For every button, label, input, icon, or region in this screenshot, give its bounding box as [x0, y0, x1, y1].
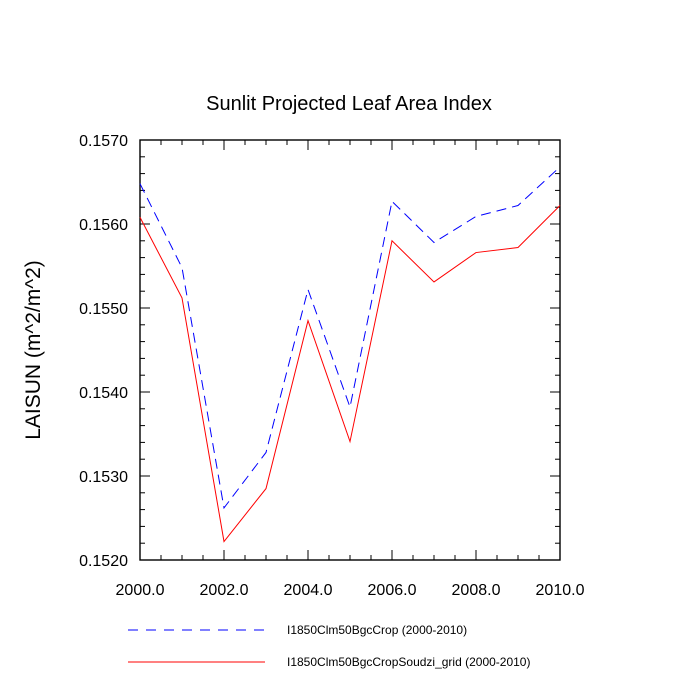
- x-tick-label: 2008.0: [452, 582, 501, 599]
- legend: I1850Clm50BgcCrop (2000-2010) I1850Clm50B…: [128, 623, 530, 669]
- y-tick-label: 0.1570: [79, 133, 128, 150]
- y-tick-label: 0.1520: [79, 553, 128, 570]
- plot-frame: [139, 139, 561, 561]
- x-tick-label: 2010.0: [536, 582, 585, 599]
- y-tick-label: 0.1530: [79, 469, 128, 486]
- legend-label-1: I1850Clm50BgcCrop (2000-2010): [287, 623, 467, 637]
- series-line-2: [139, 205, 561, 543]
- chart-title: Sunlit Projected Leaf Area Index: [206, 93, 492, 115]
- series-layer: [139, 166, 561, 543]
- x-tick-label: 2000.0: [116, 582, 165, 599]
- x-tick-label: 2006.0: [368, 582, 417, 599]
- x-tick-label: 2004.0: [284, 582, 333, 599]
- y-tick-label: 0.1560: [79, 217, 128, 234]
- x-tick-label: 2002.0: [200, 582, 249, 599]
- y-axis-label: LAISUN (m^2/m^2): [22, 260, 45, 440]
- legend-label-2: I1850Clm50BgcCropSoudzi_grid (2000-2010): [287, 655, 530, 669]
- y-tick-label: 0.1550: [79, 301, 128, 318]
- y-tick-label: 0.1540: [79, 385, 128, 402]
- plot-area: [139, 139, 561, 561]
- series-line-1: [139, 166, 561, 510]
- axis-ticks: 2000.0 2002.0 2004.0 2006.0 2008.0 2010.0 0.15…: [79, 133, 585, 599]
